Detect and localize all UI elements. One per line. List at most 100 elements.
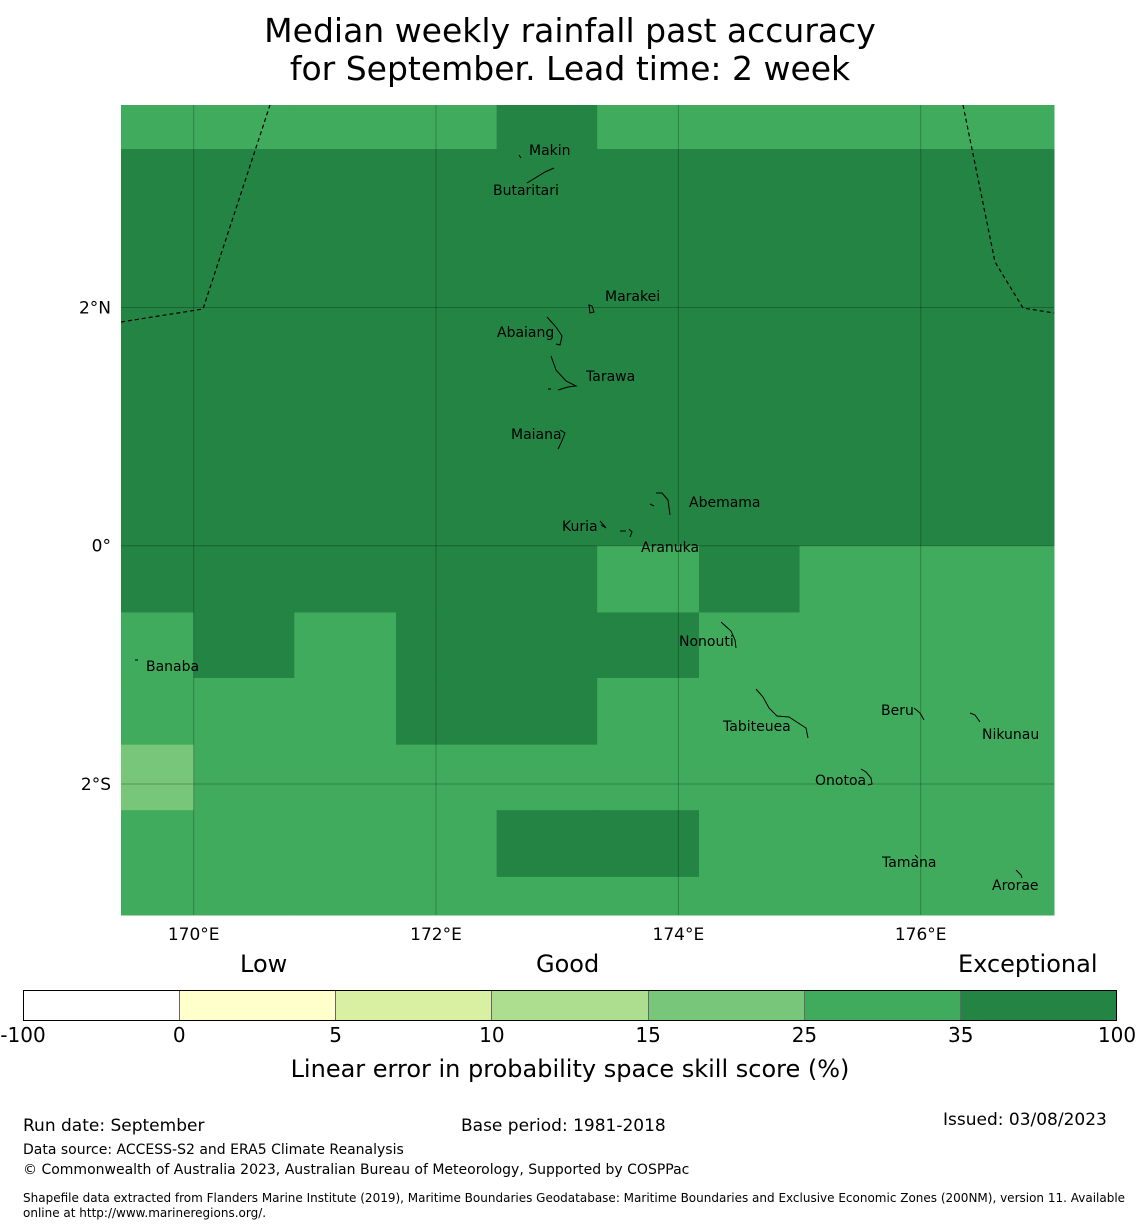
island-label: Abaiang — [497, 325, 554, 341]
island-outline — [599, 520, 607, 529]
heatmap-cell — [121, 545, 195, 613]
island-label: Maiana — [511, 427, 562, 443]
heatmap-cell — [698, 744, 801, 811]
heatmap-cell — [698, 612, 801, 679]
heatmap-cell — [597, 545, 700, 613]
colorbar-tick-label: 10 — [479, 1023, 505, 1047]
heatmap-cell — [294, 545, 397, 613]
heatmap-cell — [900, 105, 1003, 150]
colorbar-axis-label: Linear error in probability space skill … — [290, 1055, 850, 1083]
heatmap-cell — [698, 810, 801, 878]
heatmap-cell — [294, 744, 397, 811]
colorbar-segment — [492, 991, 649, 1020]
heatmap-cell — [900, 612, 1003, 679]
latitude-tick-label: 2°S — [81, 775, 111, 795]
heatmap-cell — [799, 677, 901, 746]
heatmap-cell — [294, 876, 397, 916]
legend-exceptional-label: Exceptional — [958, 950, 1098, 978]
island-label: Arorae — [992, 878, 1039, 894]
heatmap-cell — [698, 545, 801, 613]
island-outline — [620, 528, 633, 538]
heatmap-cell — [396, 810, 498, 878]
shapefile-credit-line-1: Shapefile data extracted from Flanders M… — [23, 1191, 1126, 1205]
heatmap-cell — [1001, 677, 1055, 746]
heatmap-cell — [193, 744, 295, 811]
heatmap-cell — [698, 876, 801, 916]
heatmap-cell — [294, 105, 397, 150]
legend-good-label: Good — [536, 950, 600, 978]
heatmap-cell — [799, 810, 901, 878]
heatmap-cell — [193, 677, 295, 746]
heatmap-cell — [597, 876, 700, 916]
island-outline — [550, 355, 578, 391]
heatmap-cell — [121, 677, 195, 746]
latitude-tick-label: 2°N — [79, 299, 111, 319]
eez-boundary-west — [120, 104, 271, 323]
rainfall-accuracy-map: Makin Butaritari Marakei Abaiang Tarawa Maian… — [79, 104, 1055, 945]
heatmap-cell — [900, 677, 1003, 746]
island-label: Tabiteuea — [722, 719, 791, 735]
heatmap-cell — [1001, 545, 1055, 613]
colorbar-tick-label: -100 — [0, 1023, 46, 1047]
heatmap-cell — [698, 677, 801, 746]
heatmap-cell — [799, 105, 901, 150]
copyright: © Commonwealth of Australia 2023, Austra… — [23, 1162, 690, 1178]
heatmap-cell — [294, 612, 397, 679]
chart-title-line-2: for September. Lead time: 2 week — [289, 49, 851, 88]
island-outline — [1015, 869, 1023, 879]
island-outline — [755, 688, 809, 739]
run-date: Run date: September — [23, 1116, 205, 1136]
heatmap-cell — [1001, 149, 1055, 547]
heatmap-cell — [193, 149, 295, 547]
island-label: Onotoa — [815, 773, 866, 789]
heatmap-cell — [121, 876, 195, 916]
heatmap-cell — [597, 612, 700, 679]
heatmap-cell — [900, 744, 1003, 811]
heatmap-cell — [193, 810, 295, 878]
heatmap-cell — [698, 105, 801, 150]
heatmap-cell — [900, 149, 1003, 547]
colorbar-segment — [336, 991, 493, 1020]
heatmap-cell — [496, 149, 598, 547]
issued-date: Issued: 03/08/2023 — [943, 1110, 1107, 1130]
heatmap-cell — [294, 149, 397, 547]
heatmap-cell — [496, 810, 598, 878]
heatmap-cell — [121, 149, 195, 547]
heatmap-cell — [496, 105, 598, 150]
heatmap-cell — [496, 744, 598, 811]
latitude-tick-label: 0° — [92, 537, 111, 557]
island-label: Kuria — [562, 519, 598, 535]
heatmap-cell — [396, 612, 498, 679]
island-outline — [720, 621, 737, 649]
heatmap-cell — [193, 612, 295, 679]
island-outline — [649, 503, 655, 507]
island-label: Marakei — [605, 289, 660, 305]
colorbar-tick-label: 0 — [172, 1023, 186, 1047]
island-label: Abemama — [689, 495, 761, 511]
longitude-tick-label: 172°E — [410, 925, 462, 945]
heatmap-cell — [597, 744, 700, 811]
longitude-tick-label: 176°E — [895, 925, 947, 945]
island-label: Nikunau — [982, 727, 1039, 743]
colorbar-tick-label: 25 — [791, 1023, 818, 1047]
colorbar-segment — [804, 991, 961, 1020]
island-outline — [526, 167, 555, 184]
island-outline — [969, 712, 981, 723]
heatmap-cell — [799, 612, 901, 679]
heatmap-cell — [294, 810, 397, 878]
heatmap-cell — [597, 677, 700, 746]
colorbar — [23, 990, 1117, 1021]
heatmap-cell — [193, 545, 295, 613]
heatmap-cell — [1001, 876, 1055, 916]
island-label: Tarawa — [585, 369, 635, 385]
heatmap-cell — [597, 149, 700, 547]
eez-boundary-east — [962, 104, 1055, 314]
heatmap-cell — [496, 545, 598, 613]
heatmap-cell — [193, 876, 295, 916]
heatmap-cell — [1001, 612, 1055, 679]
heatmap-cell — [396, 105, 498, 150]
heatmap-cell — [900, 810, 1003, 878]
heatmap-cell — [698, 149, 801, 547]
legend-low-label: Low — [240, 950, 288, 978]
island-label: Nonouti — [679, 634, 734, 650]
